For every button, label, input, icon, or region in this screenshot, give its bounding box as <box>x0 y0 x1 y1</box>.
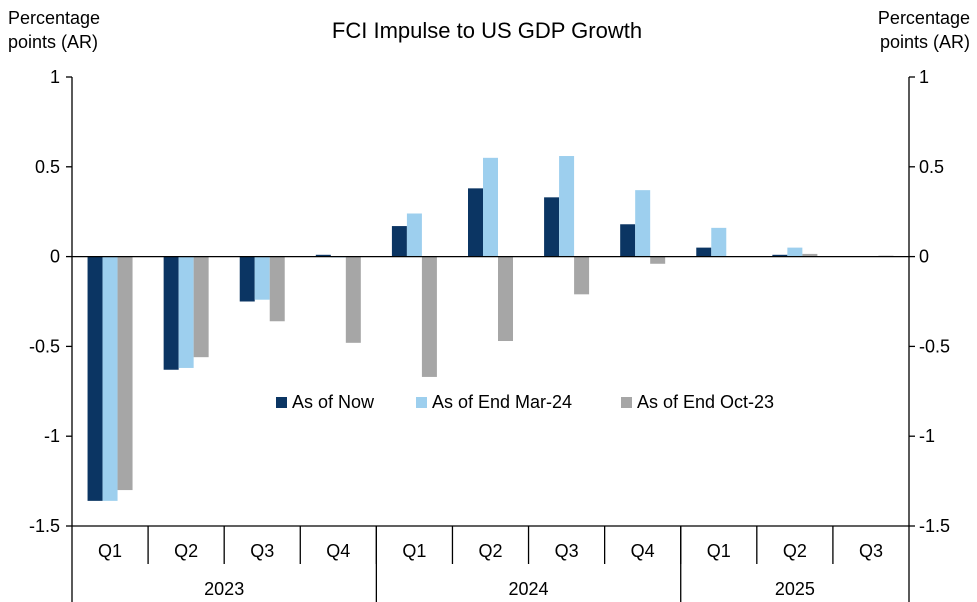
bar-1-1 <box>87 256 103 501</box>
legend-swatch-3 <box>621 397 632 408</box>
left-tick-label: 0 <box>50 247 60 267</box>
bar-3-4 <box>345 256 361 343</box>
left-axis-unit-line2: points (AR) <box>8 32 98 52</box>
bar-2-7 <box>559 156 575 257</box>
right-axis-unit-line1: Percentage <box>878 8 970 28</box>
bar-1-5 <box>391 226 407 257</box>
legend: As of Now As of End Mar-24 As of End Oct-2… <box>276 392 774 412</box>
bar-1-9 <box>696 247 712 257</box>
category-label: Q4 <box>631 541 655 561</box>
category-label: Q3 <box>555 541 579 561</box>
legend-swatch-1 <box>276 397 287 408</box>
right-axis-unit-line2: points (AR) <box>880 32 970 52</box>
category-label: Q1 <box>98 541 122 561</box>
bar-2-3 <box>254 256 270 300</box>
bar-3-6 <box>498 256 513 342</box>
bar-2-1 <box>102 256 118 501</box>
bar-2-9 <box>711 227 727 257</box>
bar-1-7 <box>544 197 560 257</box>
bar-3-7 <box>574 256 590 295</box>
bar-3-10 <box>802 253 818 257</box>
right-tick-label: 0 <box>919 247 929 267</box>
group-label: 2025 <box>775 579 815 599</box>
category-label: Q1 <box>707 541 731 561</box>
bar-2-10 <box>787 247 803 257</box>
category-label: Q1 <box>402 541 426 561</box>
left-tick-label: -1.5 <box>29 516 60 536</box>
bar-3-3 <box>269 256 285 322</box>
bar-1-4 <box>315 254 331 257</box>
chart-title: FCI Impulse to US GDP Growth <box>332 18 642 43</box>
legend-label-3: As of End Oct-23 <box>637 392 774 412</box>
right-tick-label: -1 <box>919 426 935 446</box>
group-label: 2024 <box>509 579 549 599</box>
group-label: 2023 <box>204 579 244 599</box>
bar-series-group <box>87 156 894 501</box>
left-tick-label: -1 <box>44 426 60 446</box>
right-tick-label: 0.5 <box>919 157 944 177</box>
bar-3-8 <box>650 256 666 264</box>
category-label: Q4 <box>326 541 350 561</box>
bar-3-2 <box>193 256 209 358</box>
category-label: Q2 <box>174 541 198 561</box>
legend-swatch-2 <box>416 397 427 408</box>
bar-2-5 <box>406 213 422 257</box>
bar-2-6 <box>483 157 498 257</box>
category-label: Q3 <box>859 541 883 561</box>
left-tick-label: -0.5 <box>29 336 60 356</box>
bar-1-3 <box>239 256 255 302</box>
left-axis-unit-line1: Percentage <box>8 8 100 28</box>
bar-3-5 <box>421 256 437 377</box>
legend-label-2: As of End Mar-24 <box>432 392 572 412</box>
right-tick-label: -0.5 <box>919 336 950 356</box>
bar-1-10 <box>772 254 788 257</box>
bar-1-6 <box>468 188 483 257</box>
category-label: Q3 <box>250 541 274 561</box>
bar-1-8 <box>620 224 636 257</box>
right-tick-label: -1.5 <box>919 516 950 536</box>
legend-label-1: As of Now <box>292 392 375 412</box>
axes-group: 1 1 0.5 0.5 0 0 -0.5 -0.5 -1 -1 -1.5 -1.5 Q1 Q2 Q3 Q4 Q1… <box>29 67 950 602</box>
category-label: Q2 <box>783 541 807 561</box>
left-tick-label: 0.5 <box>35 157 60 177</box>
right-tick-label: 1 <box>919 67 929 87</box>
category-label: Q2 <box>478 541 502 561</box>
bar-1-2 <box>163 256 179 370</box>
bar-2-2 <box>178 256 194 368</box>
left-tick-label: 1 <box>50 67 60 87</box>
bar-3-1 <box>117 256 133 491</box>
bar-2-8 <box>635 190 651 257</box>
